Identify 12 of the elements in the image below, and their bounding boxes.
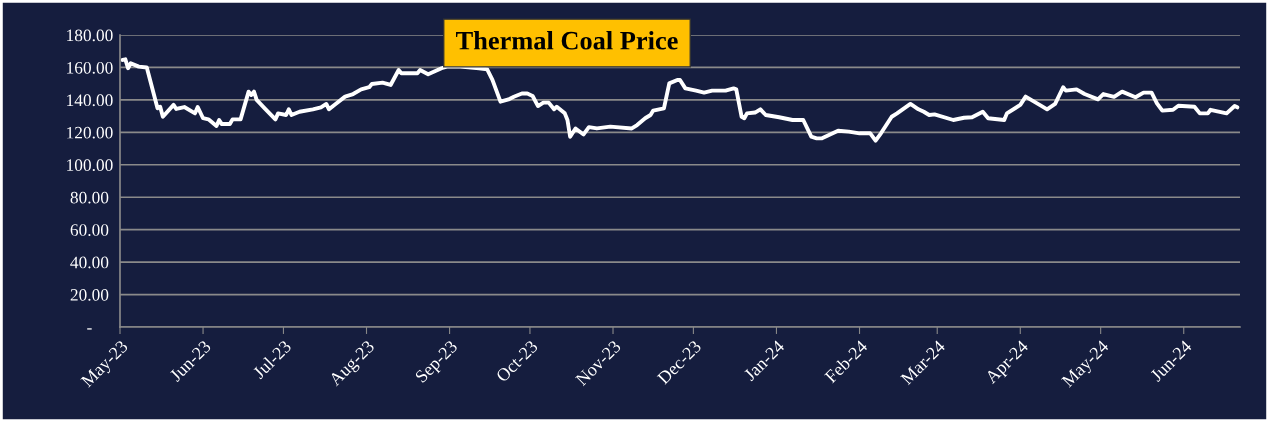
y-tick-label: 180.00 bbox=[67, 29, 113, 42]
y-tick-label: 140.00 bbox=[67, 94, 113, 107]
y-tick-label: 20.00 bbox=[70, 289, 109, 301]
y-tick-label: 60.00 bbox=[70, 224, 109, 236]
y-tick-label: 100.00 bbox=[67, 159, 113, 172]
y-tick-label: - bbox=[87, 328, 92, 330]
y-tick-label: 40.00 bbox=[70, 256, 109, 269]
y-tick-label: 80.00 bbox=[70, 191, 109, 204]
y-tick-label: 160.00 bbox=[67, 61, 113, 74]
line-series bbox=[120, 57, 1240, 143]
chart-title: Thermal Coal Price bbox=[456, 31, 678, 50]
y-tick-label: 120.00 bbox=[67, 126, 113, 139]
